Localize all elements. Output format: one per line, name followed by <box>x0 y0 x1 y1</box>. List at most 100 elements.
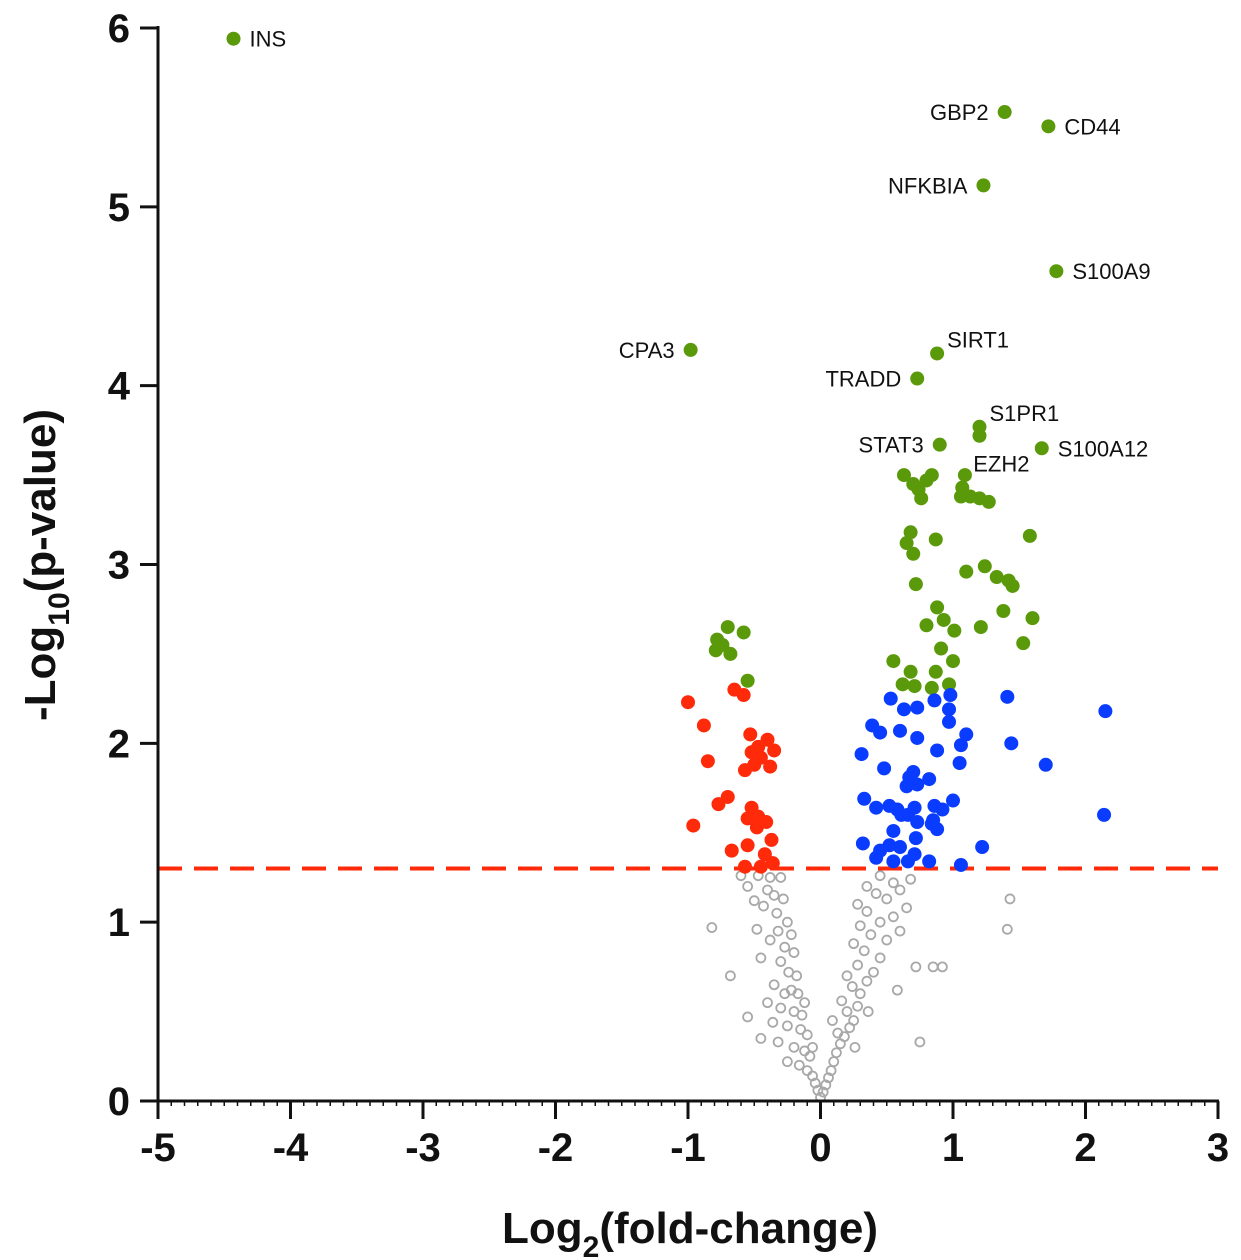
data-point-not-significant <box>836 995 848 1007</box>
data-point-not-significant <box>894 925 906 937</box>
data-point-down-moderate <box>767 743 782 758</box>
data-point-down-moderate <box>740 838 755 853</box>
data-point-down-moderate <box>686 818 701 833</box>
data-point-not-significant <box>823 1072 834 1084</box>
data-point-not-significant <box>910 961 922 973</box>
data-point-up-moderate <box>893 840 907 855</box>
data-point-up-significant <box>914 491 929 506</box>
data-point-down-moderate <box>764 832 779 847</box>
data-point-up-significant <box>919 473 934 488</box>
data-point-up-significant <box>924 680 939 695</box>
data-point-up-significant <box>906 546 921 561</box>
data-point-up-significant <box>989 570 1004 585</box>
y-axis-title: -Log10(p-value) <box>16 409 76 721</box>
data-point-up-moderate <box>942 714 957 729</box>
data-point-not-significant <box>852 898 863 910</box>
data-point-not-significant <box>865 929 877 941</box>
labeled-point <box>910 371 925 386</box>
data-point-not-significant <box>854 988 866 1000</box>
data-point-down-moderate <box>737 859 752 874</box>
data-point-up-significant <box>981 494 996 509</box>
data-point-not-significant <box>927 961 939 973</box>
data-point-up-moderate <box>975 840 990 855</box>
x-tick-label: 1 <box>942 1126 964 1170</box>
data-point-up-moderate <box>908 831 923 846</box>
data-point-not-significant <box>831 1047 842 1059</box>
data-point-not-significant <box>841 970 853 982</box>
data-point-not-significant <box>764 872 776 883</box>
data-point-up-significant <box>903 664 918 679</box>
x-tick-label: -4 <box>273 1126 309 1170</box>
data-point-not-significant <box>725 970 736 982</box>
data-point-not-significant <box>762 997 773 1009</box>
data-point-not-significant <box>854 920 866 932</box>
data-point-not-significant <box>775 1002 787 1014</box>
data-point-not-significant <box>858 945 870 957</box>
labeled-point <box>1041 119 1056 134</box>
data-point-up-significant <box>957 468 972 483</box>
x-tick-label: -2 <box>538 1126 574 1170</box>
data-point-not-significant <box>768 889 780 901</box>
data-point-up-moderate <box>886 854 901 869</box>
data-point-not-significant <box>887 877 899 889</box>
gene-label: INS <box>250 27 287 52</box>
data-point-down-moderate <box>700 754 715 769</box>
gene-label: CPA3 <box>619 338 675 363</box>
data-point-up-significant <box>1016 636 1031 651</box>
data-point-up-significant <box>720 620 735 635</box>
data-point-up-significant <box>740 673 755 688</box>
y-tick-label: 6 <box>108 7 130 51</box>
data-point-up-moderate <box>943 688 958 703</box>
axes: -5 -4 -3 -2 -1 0 1 2 3 0 1 2 3 4 5 6 <box>108 7 1229 1170</box>
data-point-down-moderate <box>681 695 695 710</box>
data-point-up-significant <box>886 654 901 669</box>
data-point-up-moderate <box>1038 757 1053 772</box>
data-point-not-significant <box>762 884 773 896</box>
data-point-not-significant <box>852 959 863 971</box>
data-point-not-significant <box>868 966 879 978</box>
data-point-up-moderate <box>855 836 870 851</box>
data-point-up-significant <box>708 643 723 658</box>
data-point-not-significant <box>796 1009 808 1021</box>
data-point-down-moderate <box>740 811 755 826</box>
data-point-not-significant <box>846 981 858 992</box>
data-point-up-significant <box>996 603 1011 618</box>
data-point-up-moderate <box>869 850 884 865</box>
gene-label: STAT3 <box>859 433 924 458</box>
data-point-down-moderate <box>736 688 751 703</box>
data-point-up-significant <box>899 536 914 551</box>
data-point-up-moderate <box>857 791 872 806</box>
data-point-down-moderate <box>711 797 726 812</box>
data-point-up-significant <box>903 525 918 540</box>
data-point-up-significant <box>1025 611 1040 626</box>
data-point-up-moderate <box>922 772 937 787</box>
data-point-up-significant <box>936 612 951 627</box>
data-point-not-significant <box>848 1015 860 1026</box>
gene-label: S100A9 <box>1072 259 1150 284</box>
data-point-up-moderate <box>899 779 914 794</box>
data-point-not-significant <box>772 925 784 937</box>
y-tick-label: 3 <box>108 544 130 588</box>
data-point-not-significant <box>905 873 916 885</box>
data-point-not-significant <box>881 893 893 905</box>
data-point-down-moderate <box>737 763 752 778</box>
data-point-not-significant <box>861 881 873 892</box>
data-point-not-significant <box>801 1065 813 1076</box>
data-point-not-significant <box>1004 893 1016 905</box>
data-point-not-significant <box>751 923 763 935</box>
data-point-up-significant <box>942 677 957 692</box>
data-point-up-significant <box>946 654 960 669</box>
data-point-up-moderate <box>886 823 901 838</box>
data-point-not-significant <box>801 1029 813 1041</box>
data-point-not-significant <box>914 1036 926 1048</box>
data-point-up-moderate <box>1097 807 1112 822</box>
data-point-up-significant <box>736 625 751 640</box>
data-point-not-significant <box>781 916 793 928</box>
data-point-up-moderate <box>907 847 922 862</box>
labeled-point <box>930 346 945 361</box>
labeled-point <box>997 105 1012 120</box>
y-tick-label: 4 <box>108 365 131 409</box>
data-point-up-moderate <box>869 800 884 815</box>
gene-label: S1PR1 <box>990 401 1060 426</box>
